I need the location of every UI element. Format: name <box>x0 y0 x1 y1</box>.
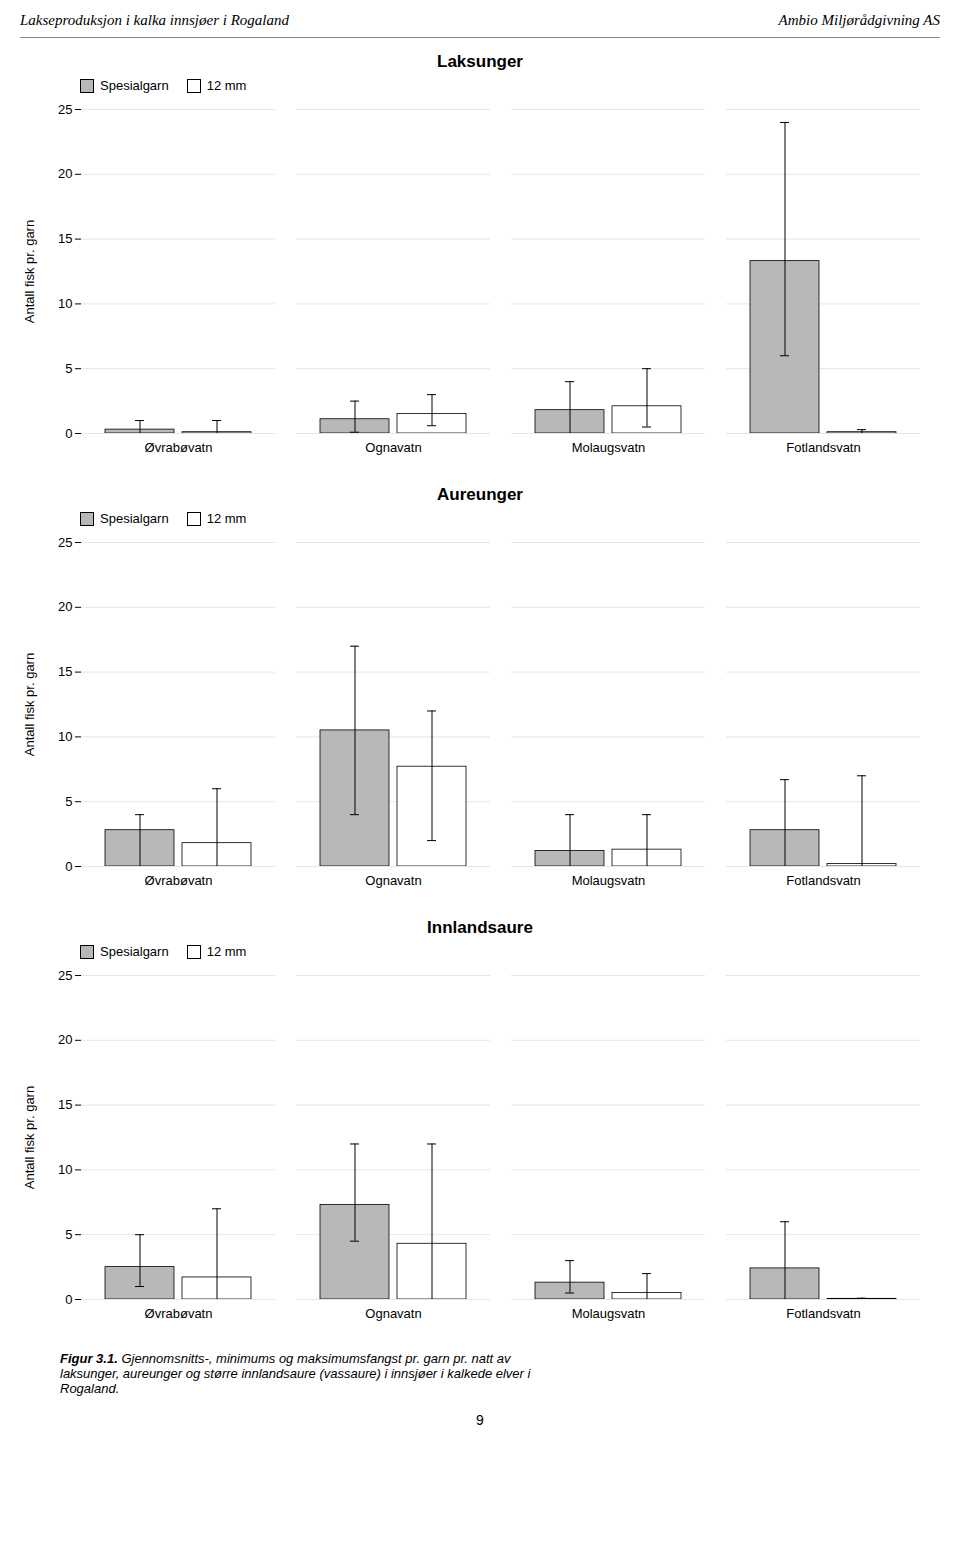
svg-text:Øvrabøvatn: Øvrabøvatn <box>145 1306 213 1321</box>
svg-text:0: 0 <box>65 1292 72 1307</box>
html-text:Aureunger: Aureunger <box>437 485 523 504</box>
html-text:Innlandsaure: Innlandsaure <box>427 918 533 937</box>
svg-text:Øvrabøvatn: Øvrabøvatn <box>145 873 213 888</box>
svg-text:15: 15 <box>58 231 72 246</box>
svg-text:15: 15 <box>58 1097 72 1112</box>
html-text:Lakseproduksjon i kalka innsjø: Lakseproduksjon i kalka innsjøer i Rogal… <box>20 12 289 28</box>
svg-text:5: 5 <box>65 1227 72 1242</box>
svg-text:Antall fisk pr. garn: Antall fisk pr. garn <box>22 653 37 756</box>
svg-text:Fotlandsvatn: Fotlandsvatn <box>786 1306 860 1321</box>
svg-text:20: 20 <box>58 1032 72 1047</box>
svg-text:15: 15 <box>58 664 72 679</box>
html-text:Laksunger: Laksunger <box>437 52 523 71</box>
html-text:12 mm: 12 mm <box>206 944 247 959</box>
svg-text:Fotlandsvatn: Fotlandsvatn <box>786 873 860 888</box>
html-text:Spesialgarn: Spesialgarn <box>100 944 169 959</box>
html-text:9: 9 <box>476 1412 484 1428</box>
html-text:Spesialgarn: Spesialgarn <box>100 78 169 93</box>
svg-text:Ognavatn: Ognavatn <box>365 440 421 455</box>
svg-text:20: 20 <box>58 166 72 181</box>
svg-text:25: 25 <box>58 968 72 983</box>
svg-text:0: 0 <box>65 859 72 874</box>
svg-text:Antall fisk pr. garn: Antall fisk pr. garn <box>22 220 37 323</box>
svg-text:5: 5 <box>65 361 72 376</box>
svg-text:Ognavatn: Ognavatn <box>365 873 421 888</box>
html-text:12 mm: 12 mm <box>206 511 247 526</box>
svg-text:0: 0 <box>65 426 72 441</box>
svg-text:Antall fisk pr. garn: Antall fisk pr. garn <box>22 1086 37 1189</box>
svg-text:Molaugsvatn: Molaugsvatn <box>572 873 646 888</box>
svg-text:Ognavatn: Ognavatn <box>365 1306 421 1321</box>
svg-text:10: 10 <box>58 296 72 311</box>
html-text:Ambio Miljørådgivning AS: Ambio Miljørådgivning AS <box>778 12 940 28</box>
svg-text:Molaugsvatn: Molaugsvatn <box>572 440 646 455</box>
svg-text:25: 25 <box>58 102 72 117</box>
svg-text:Molaugsvatn: Molaugsvatn <box>572 1306 646 1321</box>
svg-text:5: 5 <box>65 794 72 809</box>
svg-text:10: 10 <box>58 1162 72 1177</box>
html-text:Figur 3.1. Gjennomsnitts-, min: Figur 3.1. Gjennomsnitts-, minimums og m… <box>60 1351 531 1396</box>
svg-text:25: 25 <box>58 535 72 550</box>
svg-text:10: 10 <box>58 729 72 744</box>
html-text:12 mm: 12 mm <box>206 78 247 93</box>
svg-text:Fotlandsvatn: Fotlandsvatn <box>786 440 860 455</box>
html-text:Spesialgarn: Spesialgarn <box>100 511 169 526</box>
svg-text:20: 20 <box>58 599 72 614</box>
svg-text:Øvrabøvatn: Øvrabøvatn <box>145 440 213 455</box>
